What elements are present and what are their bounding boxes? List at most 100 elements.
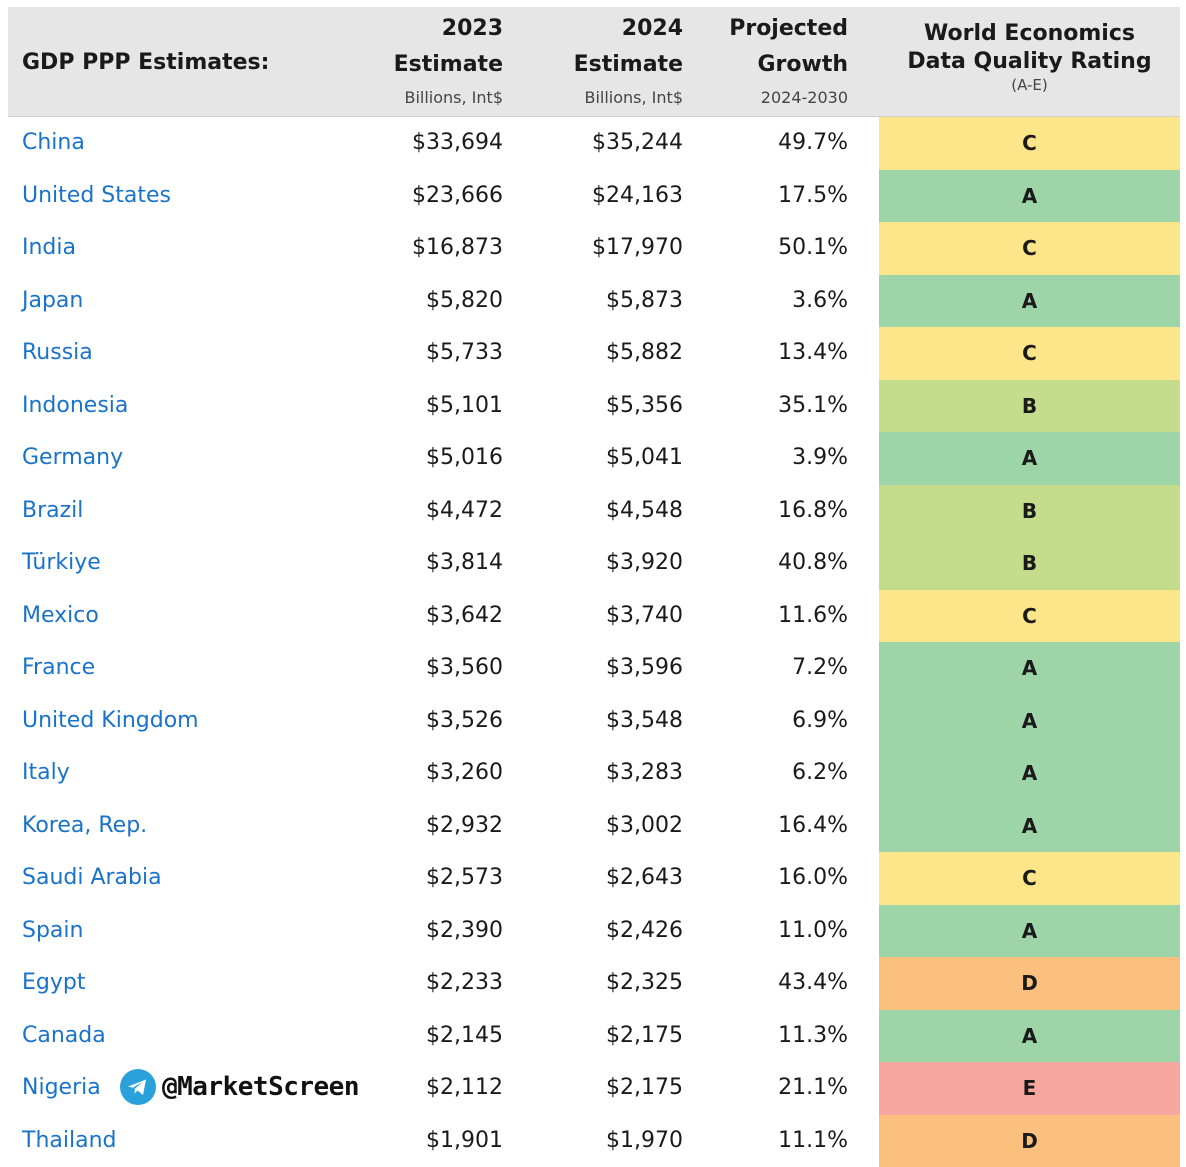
estimate-2023: $5,016 (308, 432, 503, 485)
projected-growth: 35.1% (668, 380, 848, 433)
estimate-2023: $3,260 (308, 747, 503, 800)
projected-growth: 6.2% (668, 747, 848, 800)
rating-badge: A (879, 275, 1180, 328)
estimate-2024: $1,970 (488, 1115, 683, 1167)
country-link[interactable]: Nigeria (22, 1062, 101, 1115)
estimate-2024: $2,643 (488, 852, 683, 905)
projected-growth: 11.6% (668, 590, 848, 643)
estimate-2023: $3,642 (308, 590, 503, 643)
estimate-2024: $3,283 (488, 747, 683, 800)
estimate-2023: $33,694 (308, 117, 503, 170)
header-rating-line2: Data Quality Rating (879, 48, 1180, 76)
projected-growth: 16.4% (668, 800, 848, 853)
estimate-2024: $2,426 (488, 905, 683, 958)
estimate-2024: $3,920 (488, 537, 683, 590)
estimate-2024: $2,175 (488, 1062, 683, 1115)
projected-growth: 49.7% (668, 117, 848, 170)
estimate-2024: $5,882 (488, 327, 683, 380)
rating-badge: A (879, 747, 1180, 800)
rating-badge: C (879, 327, 1180, 380)
rating-badge: A (879, 905, 1180, 958)
header-growth-range: 2024-2030 (668, 85, 848, 111)
country-link[interactable]: Thailand (22, 1115, 116, 1167)
gdp-table: GDP PPP Estimates: 2023 Estimate Billion… (8, 7, 1180, 1167)
estimate-2023: $3,526 (308, 695, 503, 748)
projected-growth: 40.8% (668, 537, 848, 590)
estimate-2024: $2,325 (488, 957, 683, 1010)
rating-badge: D (879, 1115, 1180, 1167)
header-growth-line2: Growth (668, 47, 848, 83)
estimate-2024: $4,548 (488, 485, 683, 538)
rating-badge: A (879, 642, 1180, 695)
country-link[interactable]: India (22, 222, 76, 275)
rating-badge: C (879, 117, 1180, 170)
country-link[interactable]: Korea, Rep. (22, 800, 147, 853)
projected-growth: 11.1% (668, 1115, 848, 1167)
estimate-2023: $23,666 (308, 170, 503, 223)
estimate-2024: $2,175 (488, 1010, 683, 1063)
projected-growth: 3.9% (668, 432, 848, 485)
country-link[interactable]: Brazil (22, 485, 83, 538)
estimate-2024: $17,970 (488, 222, 683, 275)
header-2023-year: 2023 (308, 11, 503, 47)
projected-growth: 11.0% (668, 905, 848, 958)
header-rating-line1: World Economics (879, 20, 1180, 48)
country-link[interactable]: Italy (22, 747, 70, 800)
projected-growth: 6.9% (668, 695, 848, 748)
country-link[interactable]: United Kingdom (22, 695, 199, 748)
estimate-2024: $3,740 (488, 590, 683, 643)
estimate-2024: $3,002 (488, 800, 683, 853)
country-link[interactable]: Russia (22, 327, 93, 380)
country-link[interactable]: Indonesia (22, 380, 128, 433)
rating-badge: E (879, 1062, 1180, 1115)
estimate-2023: $3,560 (308, 642, 503, 695)
country-link[interactable]: Türkiye (22, 537, 101, 590)
country-link[interactable]: France (22, 642, 95, 695)
header-2024-unit: Billions, Int$ (488, 85, 683, 111)
rating-badge: A (879, 432, 1180, 485)
country-link[interactable]: Saudi Arabia (22, 852, 162, 905)
rating-badge: B (879, 537, 1180, 590)
rating-badge: B (879, 485, 1180, 538)
rating-badge: C (879, 852, 1180, 905)
estimate-2024: $5,873 (488, 275, 683, 328)
country-link[interactable]: United States (22, 170, 171, 223)
projected-growth: 43.4% (668, 957, 848, 1010)
watermark: @MarketScreen (120, 1067, 359, 1107)
table-header: GDP PPP Estimates: 2023 Estimate Billion… (8, 7, 1180, 117)
country-link[interactable]: Mexico (22, 590, 99, 643)
projected-growth: 11.3% (668, 1010, 848, 1063)
country-link[interactable]: Germany (22, 432, 123, 485)
header-2023: 2023 Estimate Billions, Int$ (308, 11, 503, 120)
header-growth: Projected Growth 2024-2030 (668, 11, 848, 120)
estimate-2023: $2,390 (308, 905, 503, 958)
estimate-2023: $4,472 (308, 485, 503, 538)
country-link[interactable]: Spain (22, 905, 83, 958)
header-2024-label: Estimate (488, 47, 683, 83)
estimate-2024: $3,548 (488, 695, 683, 748)
country-link[interactable]: Canada (22, 1010, 106, 1063)
country-link[interactable]: Japan (22, 275, 83, 328)
country-link[interactable]: China (22, 117, 85, 170)
country-link[interactable]: Egypt (22, 957, 85, 1010)
rating-badge: C (879, 222, 1180, 275)
rating-badge: A (879, 170, 1180, 223)
estimate-2024: $5,356 (488, 380, 683, 433)
rating-badge: B (879, 380, 1180, 433)
estimate-2023: $2,233 (308, 957, 503, 1010)
